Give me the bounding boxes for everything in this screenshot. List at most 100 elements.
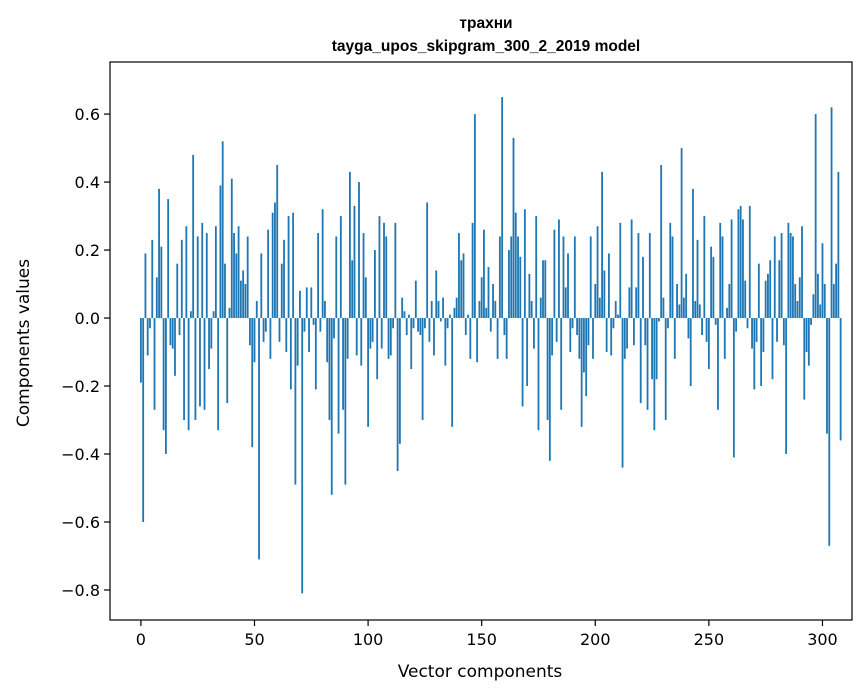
bar-307 — [837, 171, 840, 319]
bar-273 — [760, 318, 763, 387]
bar-124 — [421, 318, 424, 421]
bar-171 — [528, 273, 531, 319]
bar-96 — [358, 182, 360, 319]
bar-135 — [446, 318, 449, 329]
bar-169 — [523, 209, 526, 319]
bar-120 — [412, 318, 415, 329]
bar-119 — [410, 318, 413, 370]
bar-31 — [210, 318, 213, 349]
bar-85 — [333, 318, 335, 339]
bar-79 — [319, 318, 322, 332]
bar-301 — [823, 284, 826, 319]
bar-33 — [214, 226, 217, 319]
bar-266 — [744, 280, 747, 319]
bar-186 — [562, 236, 565, 319]
bar-60 — [276, 165, 279, 319]
bar-220 — [639, 318, 642, 404]
bar-47 — [246, 236, 249, 319]
bar-18 — [180, 239, 183, 319]
bar-134 — [444, 318, 447, 366]
bar-236 — [676, 284, 678, 319]
bar-177 — [542, 260, 544, 319]
bar-176 — [539, 297, 542, 319]
bar-300 — [821, 243, 824, 319]
bar-46 — [244, 284, 247, 319]
bar-149 — [478, 301, 481, 319]
bar-224 — [648, 233, 651, 319]
bar-107 — [383, 222, 385, 319]
bar-66 — [289, 318, 292, 390]
bar-123 — [419, 318, 422, 336]
chart-subtitle: tayga_upos_skipgram_300_2_2019 model — [332, 38, 640, 55]
bar-276 — [767, 273, 769, 319]
bar-248 — [703, 216, 706, 319]
bar-285 — [787, 222, 790, 319]
bar-274 — [762, 318, 765, 353]
bar-161 — [505, 318, 508, 359]
bar-200 — [594, 284, 597, 319]
bar-163 — [510, 236, 513, 319]
bar-57 — [269, 318, 272, 359]
bar-65 — [287, 216, 290, 319]
bar-99 — [364, 277, 367, 319]
bar-297 — [814, 114, 817, 319]
bar-153 — [487, 267, 490, 319]
bar-251 — [710, 246, 713, 319]
bar-1 — [142, 318, 145, 522]
bar-190 — [571, 318, 574, 329]
bar-93 — [351, 260, 354, 319]
bar-108 — [385, 236, 388, 319]
chart-title: трахни — [459, 15, 512, 32]
bar-49 — [251, 318, 254, 448]
bar-156 — [494, 301, 497, 319]
bar-58 — [271, 212, 274, 319]
bar-198 — [589, 236, 592, 319]
bar-100 — [367, 318, 369, 427]
bar-214 — [626, 318, 628, 349]
bar-234 — [671, 236, 674, 319]
bar-232 — [667, 318, 669, 329]
bar-148 — [476, 318, 479, 363]
bar-106 — [380, 318, 383, 349]
bar-305 — [832, 284, 835, 319]
bar-231 — [664, 318, 667, 421]
bar-54 — [262, 318, 265, 342]
bar-264 — [739, 205, 742, 319]
bar-188 — [567, 253, 569, 319]
bar-306 — [835, 263, 838, 319]
x-tick-label: 300 — [807, 630, 838, 649]
bar-138 — [453, 307, 456, 319]
bar-208 — [612, 318, 615, 329]
bar-219 — [637, 233, 640, 319]
bar-77 — [314, 318, 317, 390]
bar-229 — [660, 165, 663, 319]
bar-240 — [685, 273, 688, 319]
y-tick-label: −0.6 — [61, 513, 100, 532]
bar-39 — [228, 307, 231, 319]
bar-293 — [805, 318, 808, 353]
bar-206 — [608, 253, 610, 319]
bar-86 — [335, 236, 338, 319]
bar-230 — [662, 297, 665, 319]
bar-68 — [294, 318, 297, 485]
bar-279 — [773, 236, 776, 319]
bar-215 — [628, 287, 631, 319]
bar-72 — [303, 318, 306, 332]
bar-75 — [310, 287, 313, 319]
bar-78 — [317, 233, 320, 319]
bar-2 — [144, 253, 147, 319]
bar-125 — [423, 318, 426, 329]
bar-209 — [614, 301, 617, 319]
bar-202 — [598, 297, 601, 319]
bar-174 — [535, 216, 538, 319]
bar-95 — [355, 318, 358, 356]
bar-56 — [267, 229, 270, 319]
x-tick-label: 50 — [244, 630, 264, 649]
bar-303 — [828, 318, 831, 546]
bar-243 — [692, 188, 694, 319]
bar-55 — [264, 318, 267, 332]
bar-282 — [780, 233, 783, 319]
bar-283 — [782, 318, 785, 346]
bar-302 — [826, 318, 828, 434]
x-tick-label: 0 — [136, 630, 146, 649]
